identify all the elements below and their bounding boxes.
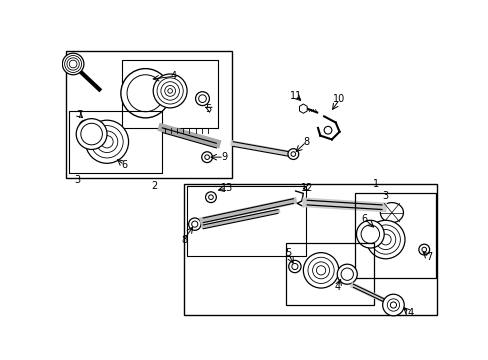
Circle shape bbox=[366, 220, 404, 259]
Text: 4: 4 bbox=[171, 71, 177, 81]
Bar bbox=[68, 111, 162, 172]
Text: 8: 8 bbox=[181, 235, 187, 244]
Bar bbox=[187, 186, 306, 256]
Text: 1: 1 bbox=[373, 179, 379, 189]
Circle shape bbox=[205, 192, 216, 203]
Text: 3: 3 bbox=[382, 191, 388, 201]
Circle shape bbox=[121, 69, 170, 118]
Text: 10: 10 bbox=[333, 94, 345, 104]
Circle shape bbox=[153, 74, 187, 108]
Circle shape bbox=[356, 220, 384, 248]
Text: 11: 11 bbox=[289, 91, 301, 100]
Circle shape bbox=[79, 120, 91, 132]
Text: 6: 6 bbox=[360, 214, 366, 224]
Circle shape bbox=[202, 152, 212, 163]
Bar bbox=[122, 60, 218, 128]
Circle shape bbox=[288, 260, 301, 273]
Bar bbox=[285, 243, 373, 305]
Text: 14: 14 bbox=[402, 308, 414, 318]
Text: 5: 5 bbox=[284, 248, 290, 258]
Text: 13: 13 bbox=[221, 183, 233, 193]
Circle shape bbox=[195, 92, 209, 105]
Circle shape bbox=[85, 120, 128, 163]
Circle shape bbox=[62, 53, 84, 75]
Text: 7: 7 bbox=[425, 252, 431, 262]
Bar bbox=[354, 193, 435, 278]
Circle shape bbox=[76, 119, 107, 149]
Circle shape bbox=[418, 244, 429, 255]
Polygon shape bbox=[299, 104, 306, 113]
Circle shape bbox=[382, 294, 404, 316]
Bar bbox=[183, 184, 436, 315]
Text: 7: 7 bbox=[76, 110, 82, 120]
Circle shape bbox=[337, 264, 357, 284]
Ellipse shape bbox=[380, 203, 403, 222]
Text: 6: 6 bbox=[121, 160, 127, 170]
Text: 3: 3 bbox=[75, 175, 81, 185]
Circle shape bbox=[188, 218, 201, 230]
Text: 2: 2 bbox=[151, 181, 158, 191]
Text: 5: 5 bbox=[205, 104, 211, 114]
Circle shape bbox=[287, 149, 298, 159]
Text: 12: 12 bbox=[301, 183, 313, 193]
Text: 4: 4 bbox=[334, 282, 340, 292]
Text: 9: 9 bbox=[221, 152, 226, 162]
Bar bbox=[66, 51, 231, 178]
Circle shape bbox=[303, 253, 338, 288]
Text: 8: 8 bbox=[303, 137, 309, 147]
